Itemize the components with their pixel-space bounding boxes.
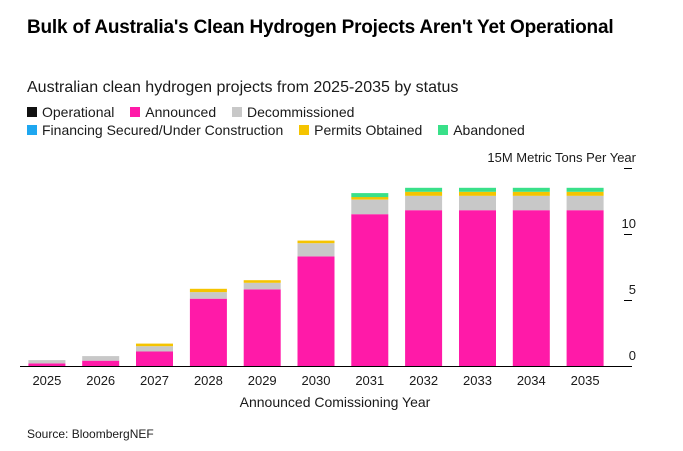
bar-segment-2030-permits-obtained bbox=[297, 240, 335, 244]
bar-segment-2028-permits-obtained bbox=[189, 288, 227, 293]
y-tick-label-0: 0 bbox=[629, 348, 636, 363]
x-axis-title: Announced Comissioning Year bbox=[240, 394, 431, 410]
legend-item-permits: Permits Obtained bbox=[299, 121, 422, 139]
legend-item-operational: Operational bbox=[27, 103, 114, 121]
bar-segment-2028-announced bbox=[189, 298, 227, 366]
bar-segment-2034-decommissioned bbox=[512, 195, 550, 211]
bar-segment-2035-decommissioned bbox=[566, 195, 604, 211]
bar-segment-2032-abandoned bbox=[405, 187, 443, 192]
bar-segment-2031-decommissioned bbox=[351, 199, 389, 215]
bar-segment-2029-permits-obtained bbox=[243, 280, 281, 283]
x-tick-label-2029: 2029 bbox=[248, 373, 277, 388]
bar-segment-2027-permits-obtained bbox=[136, 343, 173, 347]
y-axis-unit-label: 15M Metric Tons Per Year bbox=[487, 150, 636, 165]
bar-segment-2033-abandoned bbox=[459, 187, 496, 192]
x-tick-label-2030: 2030 bbox=[302, 373, 331, 388]
bar-segment-2030-decommissioned bbox=[297, 243, 335, 257]
legend-row-2: Financing Secured/Under Construction Per… bbox=[27, 121, 667, 139]
bar-segment-2031-permits-obtained bbox=[351, 197, 389, 200]
bar-segment-2032-announced bbox=[405, 210, 443, 366]
bar-segment-2032-decommissioned bbox=[405, 195, 443, 211]
x-tick-label-2034: 2034 bbox=[517, 373, 546, 388]
legend-swatch-financing bbox=[27, 125, 37, 135]
x-tick-label-2035: 2035 bbox=[571, 373, 600, 388]
bar-segment-2029-announced bbox=[243, 289, 281, 366]
legend-label-operational: Operational bbox=[42, 104, 115, 120]
bar-segment-2033-permits-obtained bbox=[459, 191, 496, 196]
x-tick-label-2033: 2033 bbox=[463, 373, 492, 388]
bar-segment-2026-decommissioned bbox=[82, 356, 120, 361]
bar-segment-2031-announced bbox=[351, 214, 389, 366]
bar-segment-2027-announced bbox=[136, 351, 173, 366]
x-tick-label-2026: 2026 bbox=[86, 373, 115, 388]
legend-swatch-abandoned bbox=[438, 125, 449, 135]
x-tick-label-2027: 2027 bbox=[140, 373, 169, 388]
bar-segment-2031-abandoned bbox=[351, 193, 389, 198]
source-note: Source: BloombergNEF bbox=[27, 427, 154, 441]
bars-layer bbox=[28, 187, 604, 366]
x-tick-label-2025: 2025 bbox=[32, 373, 61, 388]
axes-layer: 2025 2026 2027 2028 2029 2030 2031 2032 2033 2034… bbox=[20, 150, 637, 410]
bar-segment-2028-decommissioned bbox=[189, 292, 227, 299]
legend-swatch-operational bbox=[27, 107, 37, 117]
legend-label-financing: Financing Secured/Under Construction bbox=[42, 122, 284, 138]
bar-segment-2033-decommissioned bbox=[459, 195, 496, 211]
bar-segment-2033-announced bbox=[459, 210, 496, 366]
bar-segment-2029-decommissioned bbox=[243, 282, 281, 290]
bar-segment-2035-announced bbox=[566, 210, 604, 366]
legend-label-announced: Announced bbox=[145, 104, 217, 120]
legend-label-abandoned: Abandoned bbox=[453, 122, 525, 138]
legend-label-permits: Permits Obtained bbox=[314, 122, 423, 138]
chart-subtitle: Australian clean hydrogen projects from … bbox=[27, 79, 459, 96]
legend-swatch-announced bbox=[130, 107, 141, 117]
x-tick-label-2031: 2031 bbox=[355, 373, 384, 388]
legend-item-decommissioned: Decommissioned bbox=[232, 103, 354, 121]
bar-segment-2025-decommissioned bbox=[28, 360, 66, 364]
bar-segment-2030-announced bbox=[297, 256, 335, 366]
legend-label-decommissioned: Decommissioned bbox=[247, 104, 355, 120]
legend-item-announced: Announced bbox=[130, 103, 216, 121]
legend-item-abandoned: Abandoned bbox=[438, 121, 525, 139]
x-tick-label-2028: 2028 bbox=[194, 373, 223, 388]
legend-swatch-decommissioned bbox=[232, 107, 243, 117]
y-tick-label-5: 5 bbox=[629, 282, 636, 297]
bar-segment-2032-permits-obtained bbox=[405, 191, 443, 196]
y-tick-label-10: 10 bbox=[622, 216, 636, 231]
x-tick-label-2032: 2032 bbox=[409, 373, 438, 388]
bar-segment-2034-announced bbox=[512, 210, 550, 366]
legend-row-1: Operational Announced Decommissioned bbox=[27, 103, 667, 121]
bar-segment-2025-announced bbox=[28, 363, 66, 366]
bar-segment-2026-announced bbox=[82, 360, 120, 366]
legend-swatch-permits bbox=[299, 125, 310, 135]
bar-segment-2034-abandoned bbox=[512, 187, 550, 192]
bar-segment-2035-abandoned bbox=[566, 187, 604, 192]
legend-item-financing: Financing Secured/Under Construction bbox=[27, 121, 283, 139]
bar-segment-2034-permits-obtained bbox=[512, 191, 550, 196]
bar-segment-2035-permits-obtained bbox=[566, 191, 604, 196]
chart-title: Bulk of Australia's Clean Hydrogen Proje… bbox=[27, 17, 614, 38]
bar-segment-2027-decommissioned bbox=[136, 346, 173, 352]
